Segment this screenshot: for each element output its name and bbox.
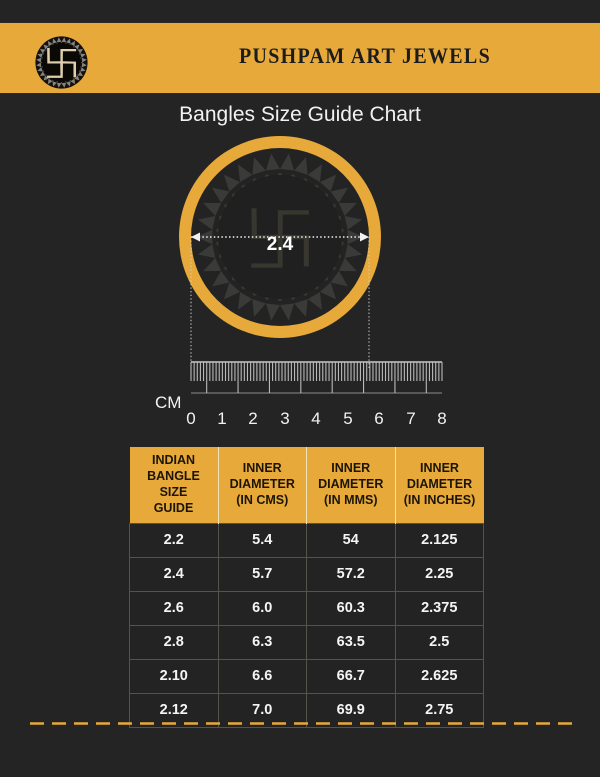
svg-text:6: 6	[374, 409, 383, 428]
svg-text:2.4: 2.4	[267, 234, 294, 255]
svg-text:5: 5	[343, 409, 352, 428]
svg-text:1: 1	[217, 409, 226, 428]
svg-text:2: 2	[248, 409, 257, 428]
svg-text:8: 8	[437, 409, 446, 428]
svg-text:7: 7	[406, 409, 415, 428]
svg-text:CM: CM	[155, 393, 181, 412]
svg-text:3: 3	[280, 409, 289, 428]
svg-text:0: 0	[186, 409, 195, 428]
svg-text:4: 4	[311, 409, 320, 428]
